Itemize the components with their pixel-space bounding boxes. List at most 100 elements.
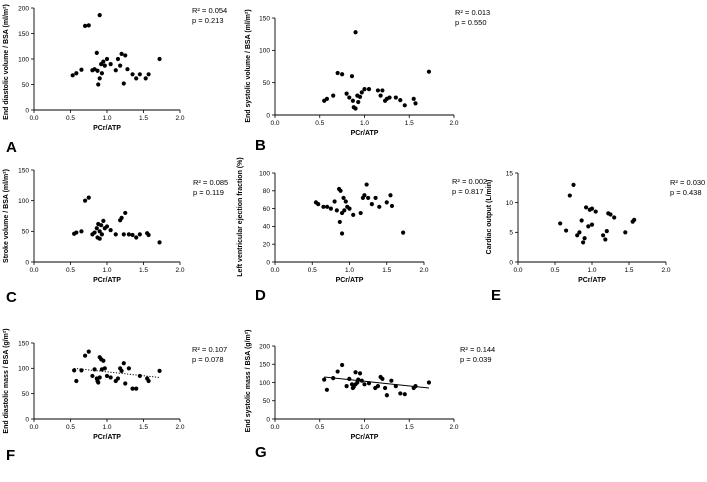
panel-f-x-tick-label: 1.5 [139,424,148,431]
panel-d-data-point [328,206,333,211]
panel-e-data-point [571,182,576,187]
panel-g-data-point [359,378,364,383]
panel-a-data-point [157,56,162,62]
panel-e-x-tick-label: 1.5 [624,267,633,274]
panel-b-data-point [402,103,407,108]
panel-c-y-tick-label: 150 [18,167,29,174]
panel-f-data-point [72,368,77,373]
panel-c-data-point [126,232,131,237]
panel-f-x-tick-label: 0.5 [66,424,75,431]
panel-e-y-tick-label: 0 [509,259,513,266]
panel-d-letter: D [255,287,266,304]
panel-a-x-tick-label: 2.0 [175,115,184,122]
panel-c-y-axis-title: Stroke volume / BSA (ml/m²) [3,169,10,263]
panel-g-data-point [331,376,336,381]
panel-a-data-point [79,67,84,72]
panel-a-data-point [115,56,121,62]
panel-a-data-point [134,76,139,81]
panel-a-p-value: p = 0.213 [192,16,224,25]
panel-b-y-tick-label: 0 [266,112,270,119]
panel-d-y-tick-label: 40 [263,224,271,231]
panel-e-data-point [604,229,609,234]
panel-b-data-point [335,70,340,76]
panel-g-data-point [380,376,385,381]
panel-f-data-point [96,380,101,385]
panel-d-data-point [377,204,382,209]
panel-a-y-axis-title: End diastolic volume / BSA (ml/m²) [3,4,10,120]
panel-g-x-axis-title: PCr/ATP [351,434,379,441]
panel-b-x-tick-label: 2.0 [449,120,458,127]
panel-b-x-tick-label: 1.5 [405,120,414,127]
panel-f-data-point [146,378,151,384]
panel-g-data-point [384,393,389,398]
panel-e-data-point [589,222,595,227]
panel-f-data-point [101,358,106,363]
panel-b-x-tick-label: 0.5 [315,120,324,127]
panel-d-x-tick-label: 1.5 [382,267,391,274]
panel-b-data-point [356,99,361,105]
panel-a-y-tick-label: 50 [22,82,30,89]
panel-d-data-point [401,230,406,235]
panel-b-data-point [411,96,416,101]
panel-d-y-tick-label: 20 [263,242,271,249]
panel-g-x-tick-label: 1.5 [405,424,414,431]
panel-d-data-point [366,195,371,201]
panel-g-data-point [366,381,372,386]
panel-b-data-point [426,69,432,74]
panel-b-data-point [350,98,355,103]
panel-b-data-point [359,90,364,95]
panel-e-data-point [612,215,617,220]
panel-c-data-point [146,232,151,238]
panel-b: 0.0 0.5 1.0 1.5 2.0 0 50 100 150 PCr/ATP End systo… [245,8,490,154]
panel-e-data-point [586,224,591,229]
panel-b-data-point [357,94,363,99]
panel-c-data-point [97,229,102,234]
panel-a-data-point [146,72,151,77]
panel-a-data-point [86,23,91,28]
panel-g-y-axis-title: End systolic mass / BSA (g/m²) [245,330,252,433]
panel-c-data-point [113,232,118,237]
panel-c-x-tick-label: 1.5 [139,267,148,274]
panel-f-data-point [90,373,95,379]
panel-d-data-point [362,193,367,198]
panel-b-data-point [387,95,392,100]
panel-f-data-point [97,375,102,380]
panel-e-x-tick-label: 1.0 [587,267,596,274]
panel-e-x-tick-label: 0.5 [550,267,559,274]
panel-f-x-tick-label: 2.0 [175,424,184,431]
panel-g-data-point [347,376,352,381]
panel-c-data-point [137,232,142,237]
panel-g-x-tick-label: 0.0 [270,424,279,431]
panel-c-x-axis-title: PCr/ATP [93,277,121,284]
panel-e-r-squared: R² = 0.030 [670,178,705,187]
panel-d-data-point [389,203,395,209]
panel-e-data-point [564,228,569,233]
panel-a-y-tick-label: 0 [25,107,29,114]
panel-f-data-point [79,368,84,373]
panel-g-x-tick-label: 2.0 [449,424,458,431]
panel-d-x-tick-label: 0.5 [308,267,317,274]
panel-e-data-point [623,230,628,235]
panel-d-x-tick-label: 2.0 [419,267,428,274]
panel-a-y-tick-label: 150 [18,31,29,38]
panel-d-data-point [384,200,389,205]
panel-d-data-point [341,195,346,201]
panel-c-data-point [134,235,139,240]
panel-g-data-point [426,380,432,385]
panel-d-data-point [364,182,369,187]
panel-c-y-tick-label: 50 [22,229,30,236]
panel-b-x-axis-title: PCr/ATP [351,130,379,137]
panel-c-x-tick-label: 2.0 [175,267,184,274]
panel-f-data-point [86,349,91,354]
panel-f-data-point [137,373,142,379]
panel-d-p-value: p = 0.817 [452,187,484,196]
panel-e-y-tick-label: 5 [509,230,513,237]
panel-d-y-tick-label: 80 [263,188,271,195]
panel-c-p-value: p = 0.119 [193,188,224,197]
panel-g-data-point [340,362,345,368]
panel-b-data-point [362,87,367,92]
panel-c: 0.0 0.5 1.0 1.5 2.0 0 50 100 150 PCr/ATP Stroke vo… [3,167,228,306]
panel-a-data-point [94,50,99,55]
panel-e-y-axis-title: Cardiac output (L/min) [486,180,493,255]
